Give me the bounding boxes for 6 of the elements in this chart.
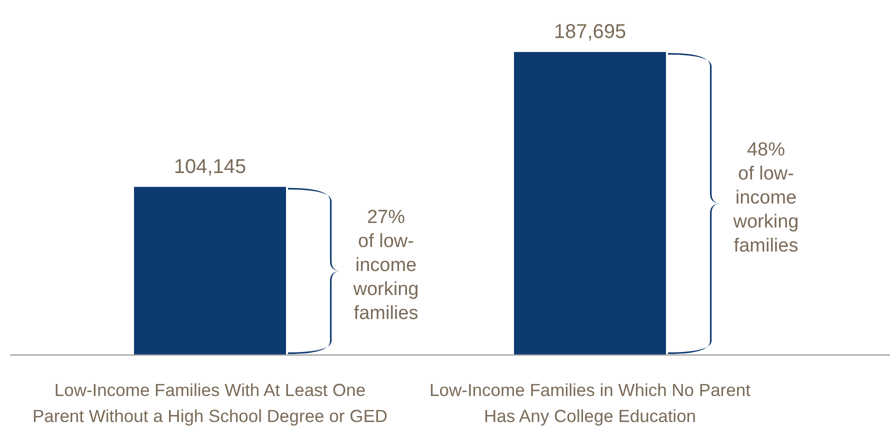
annotation: 27% of low- income working families: [352, 206, 419, 324]
x-tick-label: Low-Income Families in Which No Parent Has Any College Education: [430, 380, 751, 426]
x-tick-label: Low-Income Families With At Least One Parent Without a High School Degree or GED: [32, 380, 388, 426]
data-label: 187,695: [554, 21, 626, 43]
data-label: 104,145: [174, 156, 246, 178]
annotation: 48% of low- income working families: [732, 140, 799, 256]
